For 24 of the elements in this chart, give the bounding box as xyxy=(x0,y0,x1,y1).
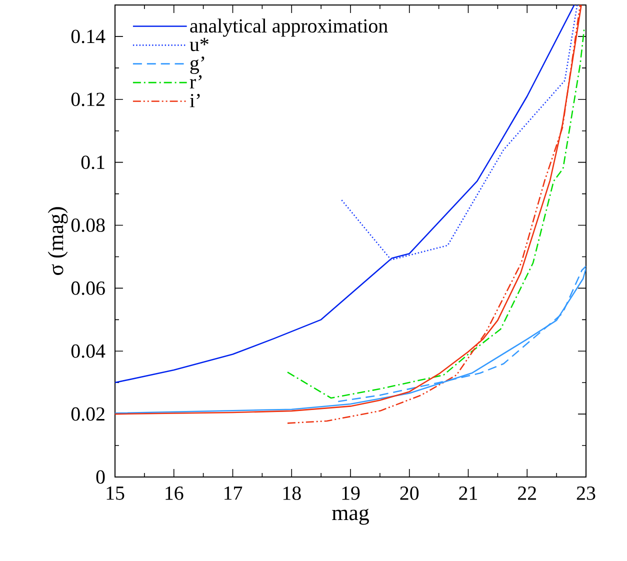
x-tick-label: 22 xyxy=(518,486,536,500)
x-tick-label: 18 xyxy=(283,486,301,500)
x-tick-label: 23 xyxy=(576,486,596,500)
x-tick-label: 15 xyxy=(106,486,124,500)
y-tick-label: 0.06 xyxy=(71,281,105,295)
x-tick-label: 17 xyxy=(224,486,242,500)
legend-label: u* xyxy=(190,38,208,52)
legend-label: analytical approximation xyxy=(190,18,388,37)
x-tick-label: 20 xyxy=(400,486,419,500)
x-tick-label: 16 xyxy=(166,486,184,500)
y-tick-label: 0.08 xyxy=(71,218,105,232)
legend-label: r’ xyxy=(190,75,202,88)
y-axis-title: σ (mag) xyxy=(48,207,68,275)
legend-label: g’ xyxy=(190,56,204,74)
y-tick-label: 0.1 xyxy=(81,156,104,170)
x-axis-title: mag xyxy=(332,508,369,525)
x-tick-label: 19 xyxy=(342,486,360,500)
legend-label: i’ xyxy=(190,94,200,108)
y-tick-label: 0.12 xyxy=(71,92,104,106)
x-tick-label: 21 xyxy=(459,486,478,500)
y-tick-label: 0.02 xyxy=(71,407,104,421)
y-tick-label: 0.04 xyxy=(71,344,106,358)
y-tick-label: 0 xyxy=(96,470,105,484)
y-tick-label: 0.14 xyxy=(71,30,106,44)
